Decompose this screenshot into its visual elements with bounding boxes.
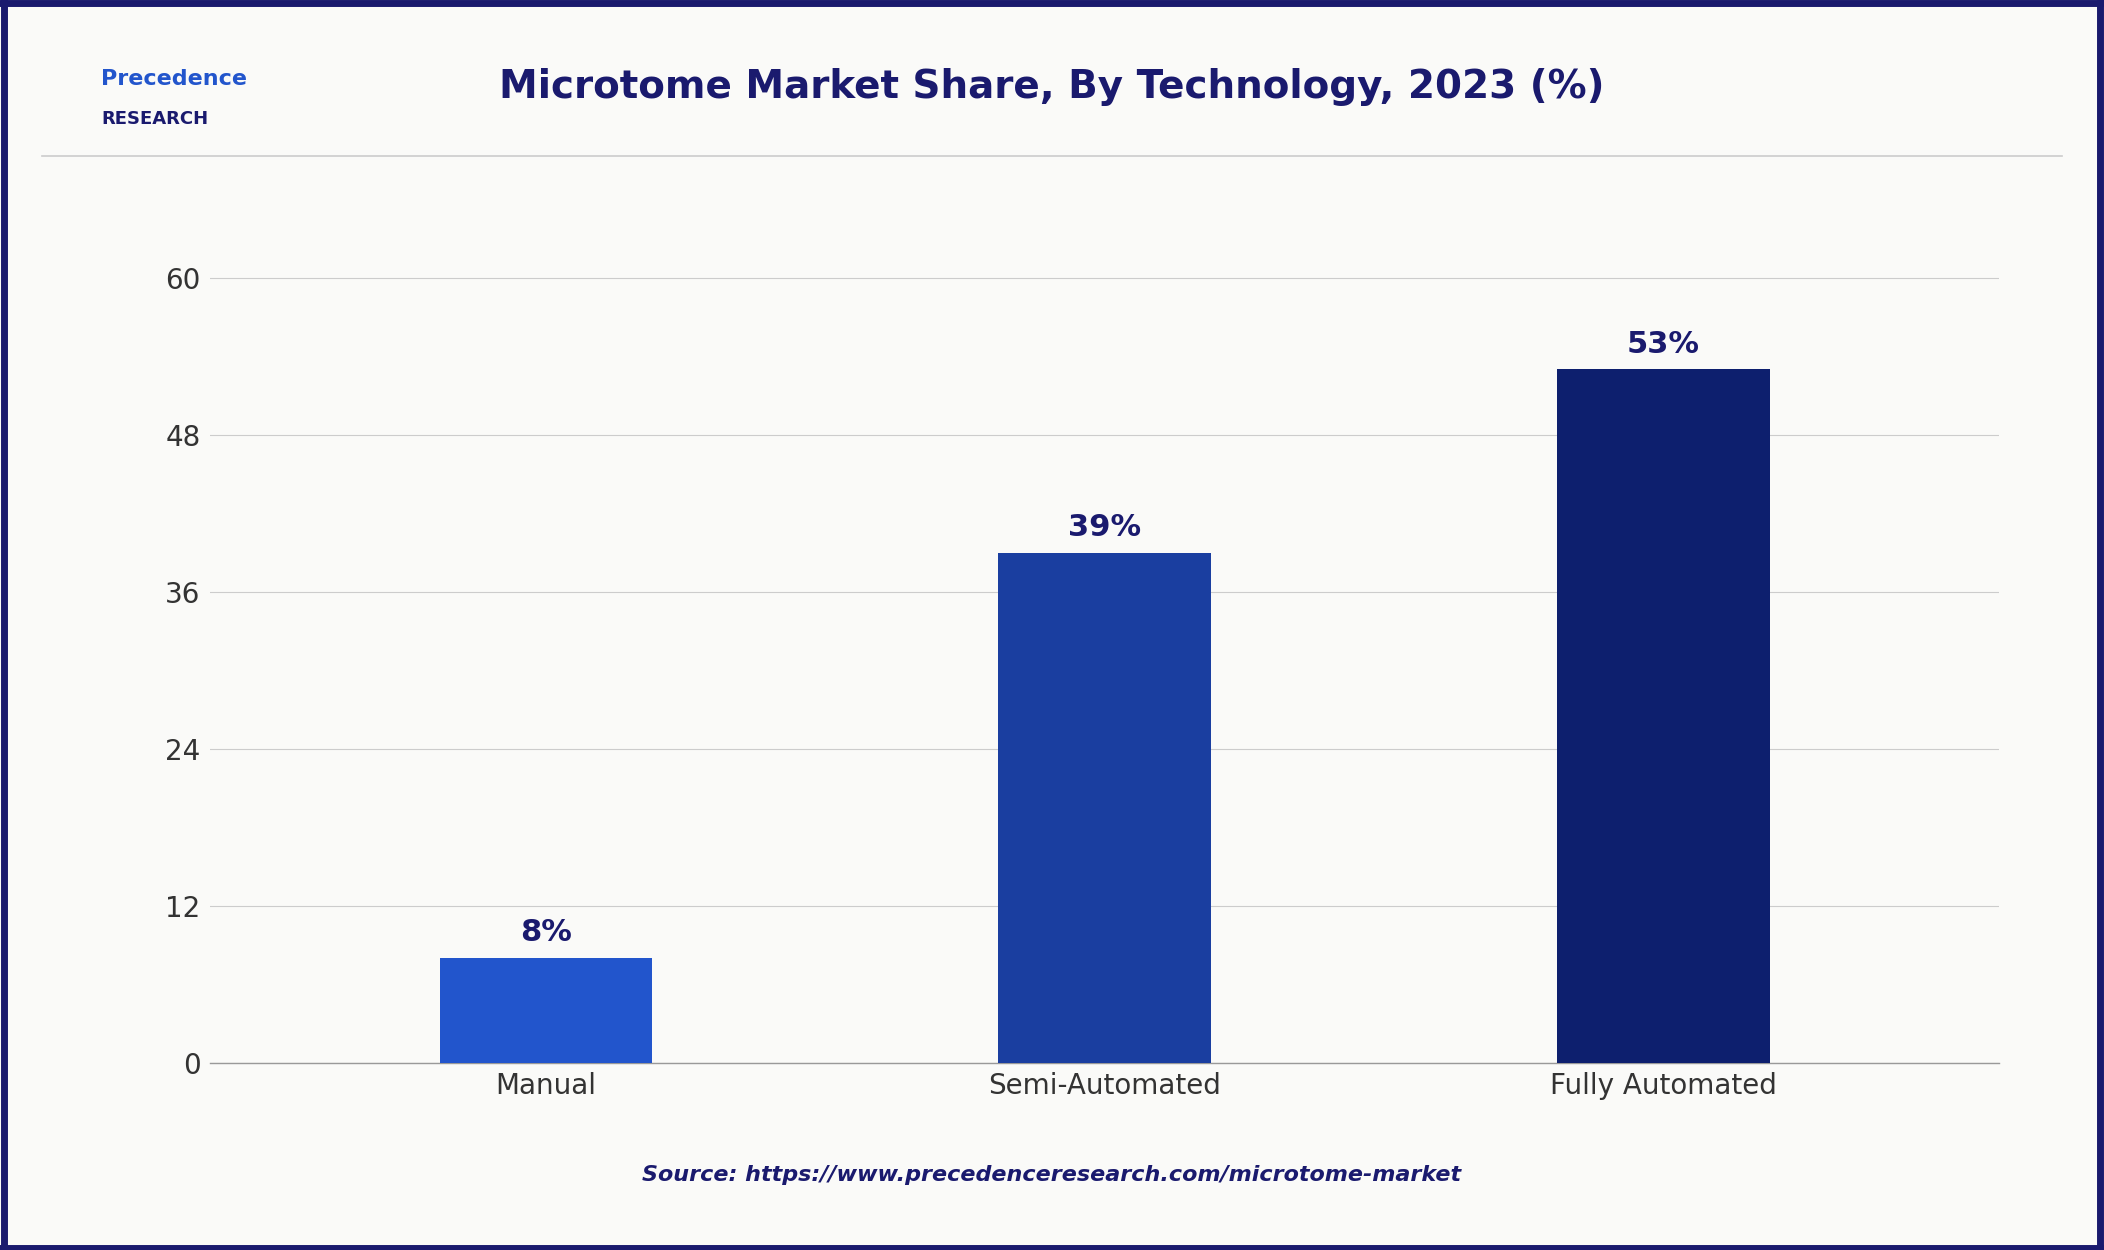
Bar bbox=[999, 552, 1210, 1062]
Text: Source: https://www.precedenceresearch.com/microtome-market: Source: https://www.precedenceresearch.c… bbox=[642, 1165, 1462, 1185]
Text: RESEARCH: RESEARCH bbox=[101, 110, 208, 128]
Text: Microtome Market Share, By Technology, 2023 (%): Microtome Market Share, By Technology, 2… bbox=[499, 69, 1605, 106]
Bar bbox=[440, 958, 652, 1062]
Text: 53%: 53% bbox=[1626, 330, 1700, 359]
Text: 39%: 39% bbox=[1069, 512, 1140, 542]
Bar bbox=[1557, 370, 1769, 1062]
Text: 8%: 8% bbox=[520, 919, 572, 948]
Text: Precedence: Precedence bbox=[101, 69, 246, 89]
